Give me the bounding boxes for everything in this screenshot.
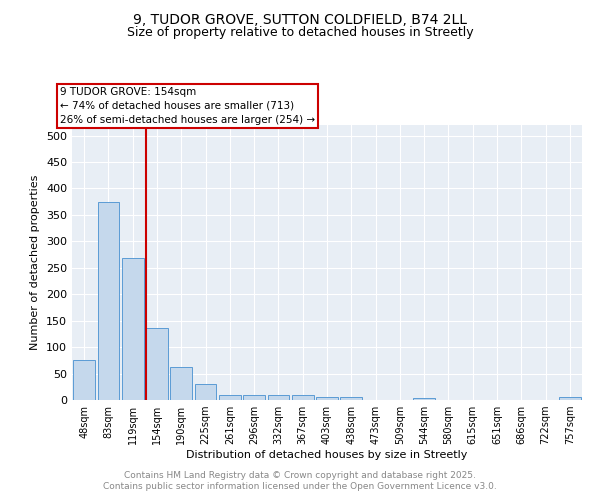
Text: 9 TUDOR GROVE: 154sqm
← 74% of detached houses are smaller (713)
26% of semi-det: 9 TUDOR GROVE: 154sqm ← 74% of detached …: [60, 87, 315, 125]
Text: 9, TUDOR GROVE, SUTTON COLDFIELD, B74 2LL: 9, TUDOR GROVE, SUTTON COLDFIELD, B74 2L…: [133, 12, 467, 26]
Bar: [219, 394, 241, 400]
Bar: [413, 398, 435, 400]
Bar: [292, 394, 314, 400]
Bar: [268, 394, 289, 400]
Bar: [146, 328, 168, 400]
Bar: [194, 384, 217, 400]
Bar: [559, 398, 581, 400]
Bar: [170, 367, 192, 400]
Y-axis label: Number of detached properties: Number of detached properties: [31, 175, 40, 350]
Text: Contains public sector information licensed under the Open Government Licence v3: Contains public sector information licen…: [103, 482, 497, 491]
Bar: [73, 360, 95, 400]
Text: Size of property relative to detached houses in Streetly: Size of property relative to detached ho…: [127, 26, 473, 39]
Text: Contains HM Land Registry data © Crown copyright and database right 2025.: Contains HM Land Registry data © Crown c…: [124, 471, 476, 480]
Bar: [243, 394, 265, 400]
Bar: [97, 202, 119, 400]
Bar: [316, 398, 338, 400]
Bar: [122, 258, 143, 400]
X-axis label: Distribution of detached houses by size in Streetly: Distribution of detached houses by size …: [187, 450, 467, 460]
Bar: [340, 398, 362, 400]
